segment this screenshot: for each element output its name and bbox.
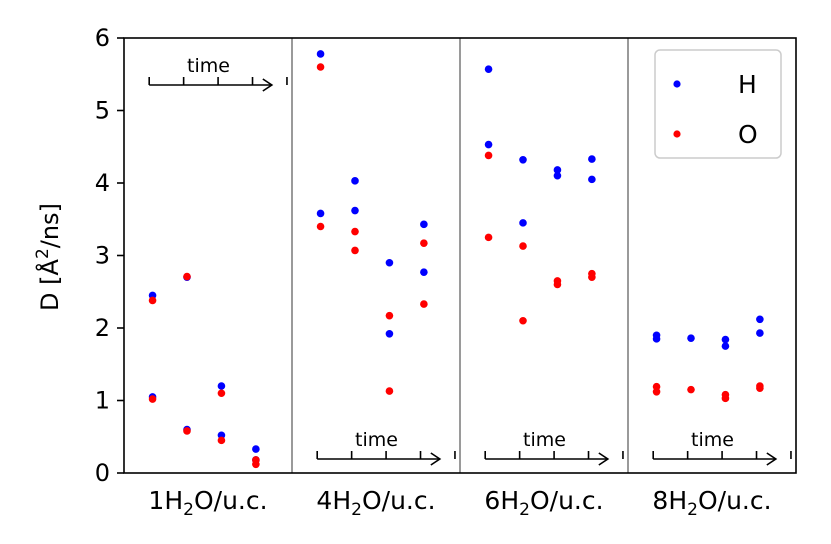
o-data-point bbox=[217, 436, 226, 445]
y-axis: 0 1 2 3 4 5 6 bbox=[95, 24, 124, 487]
time-arrows: time time time time bbox=[148, 55, 792, 466]
h-data-point bbox=[484, 65, 493, 73]
o-data-point bbox=[420, 239, 428, 247]
y-tick-label: 4 bbox=[95, 169, 110, 197]
time-arrow-label: time bbox=[355, 429, 398, 451]
data-points bbox=[148, 50, 764, 469]
h-data-point bbox=[721, 335, 730, 344]
time-arrow: time bbox=[652, 429, 792, 466]
h-data-point bbox=[316, 209, 325, 218]
h-data-point bbox=[385, 330, 394, 338]
o-data-point bbox=[687, 385, 695, 394]
h-data-point bbox=[316, 50, 325, 58]
y-tick-label: 1 bbox=[95, 387, 110, 415]
o-data-point bbox=[385, 311, 394, 320]
o-data-point bbox=[721, 394, 730, 403]
y-tick-label: 6 bbox=[95, 24, 110, 52]
y-tick-label: 5 bbox=[95, 97, 110, 125]
o-data-point bbox=[519, 242, 527, 250]
time-arrow-head bbox=[766, 452, 778, 466]
y-tick-label: 2 bbox=[95, 314, 110, 342]
legend-box bbox=[654, 49, 782, 159]
panel-category-label: 4H2O/u.c. bbox=[316, 486, 435, 520]
h-data-point bbox=[385, 258, 394, 267]
o-data-point bbox=[351, 246, 359, 255]
h-data-point bbox=[553, 171, 562, 180]
legend-marker-o bbox=[673, 130, 681, 138]
panel-category-label: 6H2O/u.c. bbox=[484, 486, 603, 520]
o-data-point bbox=[652, 388, 661, 396]
o-data-point bbox=[183, 272, 191, 281]
legend-label-o: O bbox=[738, 120, 758, 149]
o-data-point bbox=[553, 280, 562, 289]
o-data-point bbox=[519, 316, 527, 325]
o-data-point bbox=[588, 273, 596, 282]
o-data-point bbox=[316, 63, 325, 71]
panel-dividers bbox=[291, 38, 629, 473]
h-data-point bbox=[519, 219, 527, 227]
y-axis-label: D [Å2/ns] bbox=[33, 203, 64, 311]
time-arrow-head bbox=[598, 452, 610, 466]
panel-category-label: 1H2O/u.c. bbox=[148, 486, 267, 520]
o-data-point bbox=[484, 233, 493, 242]
o-data-point bbox=[756, 384, 764, 392]
o-data-point bbox=[217, 389, 226, 398]
h-data-point bbox=[351, 206, 359, 215]
legend-marker-h bbox=[673, 80, 681, 88]
h-data-point bbox=[519, 156, 527, 164]
legend-label-h: H bbox=[738, 70, 757, 99]
time-arrow-label: time bbox=[691, 429, 734, 451]
o-data-point bbox=[148, 296, 157, 305]
time-arrow: time bbox=[484, 429, 624, 466]
h-data-point bbox=[687, 334, 695, 342]
o-data-point bbox=[484, 151, 493, 160]
y-tick-label: 3 bbox=[95, 242, 110, 270]
h-data-point bbox=[652, 335, 661, 343]
time-arrow-head bbox=[430, 452, 442, 466]
x-axis-category-labels: 1H2O/u.c. 4H2O/u.c. 6H2O/u.c. 8H2O/u.c. bbox=[148, 486, 771, 520]
o-data-point bbox=[420, 300, 428, 308]
o-data-point bbox=[385, 387, 394, 395]
h-data-point bbox=[252, 445, 260, 453]
h-data-point bbox=[553, 166, 562, 174]
time-arrow-label: time bbox=[187, 55, 230, 77]
y-tick-label: 0 bbox=[95, 459, 110, 487]
time-arrow-head bbox=[262, 78, 274, 92]
h-data-point bbox=[420, 268, 428, 276]
h-data-point bbox=[351, 177, 359, 185]
h-data-point bbox=[588, 155, 596, 163]
o-data-point bbox=[316, 222, 325, 231]
h-data-point bbox=[420, 220, 428, 229]
time-arrow-label: time bbox=[523, 429, 566, 451]
o-data-point bbox=[183, 427, 191, 435]
h-data-point bbox=[756, 315, 764, 324]
h-data-point bbox=[217, 382, 226, 390]
o-data-point bbox=[351, 227, 359, 236]
legend: H O bbox=[654, 49, 782, 159]
h-data-point bbox=[484, 140, 493, 149]
panel-category-label: 8H2O/u.c. bbox=[652, 486, 771, 520]
time-arrow: time bbox=[148, 55, 288, 92]
h-data-point bbox=[756, 329, 764, 337]
h-data-point bbox=[588, 175, 596, 184]
o-data-point bbox=[252, 460, 260, 469]
time-arrow: time bbox=[316, 429, 456, 466]
o-data-point bbox=[148, 395, 157, 403]
h-data-point bbox=[721, 342, 730, 350]
